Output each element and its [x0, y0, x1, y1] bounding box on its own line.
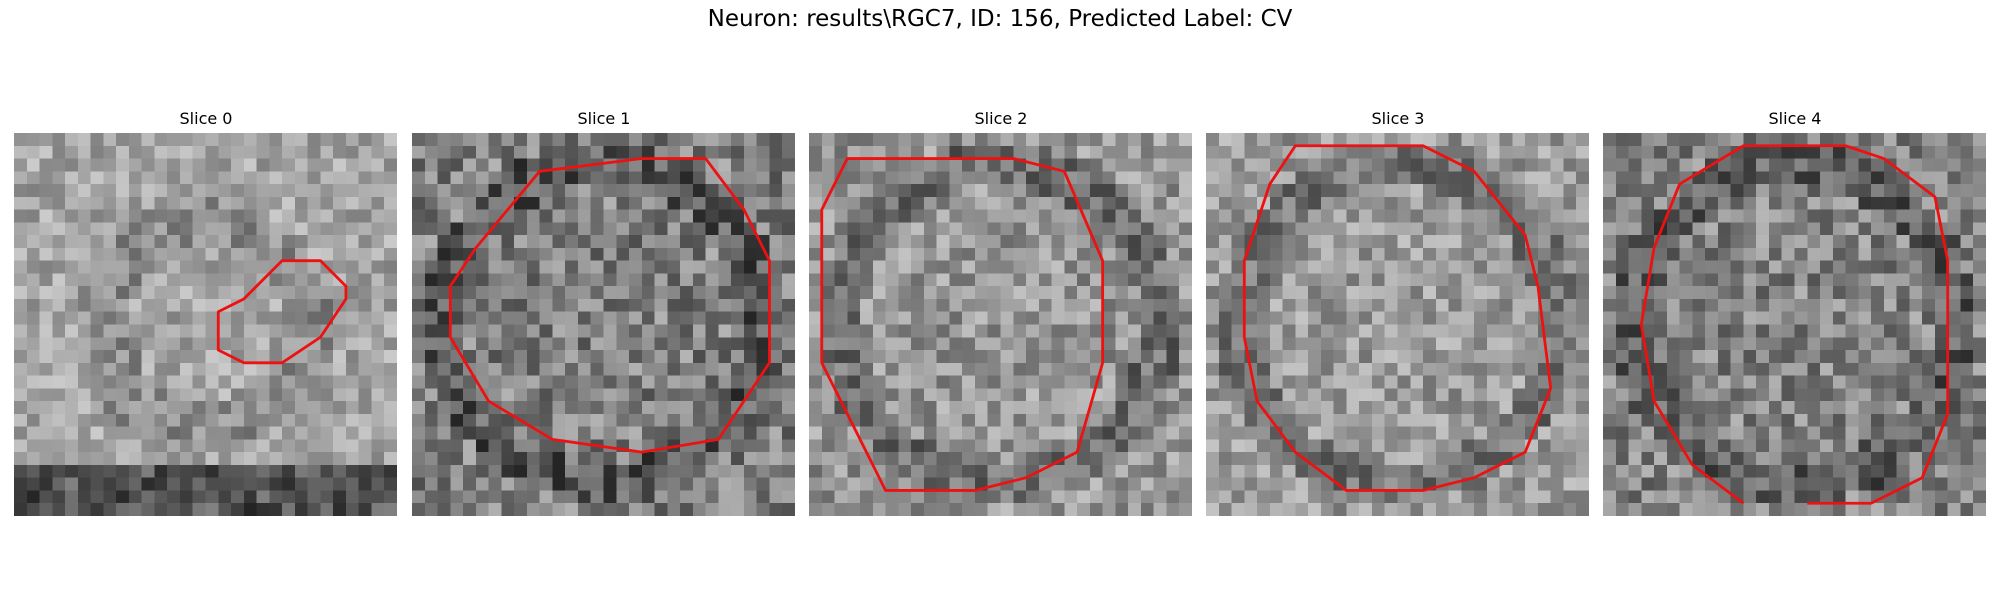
slice-3-title: Slice 3 [1371, 109, 1425, 128]
roi-contour [1639, 144, 1950, 505]
slice-4-image [1603, 133, 1986, 516]
slice-4-title: Slice 4 [1768, 109, 1822, 128]
slice-0-image [14, 133, 397, 516]
slice-2-title: Slice 2 [974, 109, 1028, 128]
roi-contour [820, 157, 1105, 492]
slice-2-image [809, 133, 1192, 516]
roi-contour [448, 157, 771, 454]
roi-contour [216, 259, 348, 365]
slice-1-title: Slice 1 [577, 109, 631, 128]
figure-title: Neuron: results\RGC7, ID: 156, Predicted… [707, 6, 1293, 32]
slice-3-image [1206, 133, 1589, 516]
slice-1-image [412, 133, 795, 516]
slice-0-title: Slice 0 [179, 109, 233, 128]
roi-contour [1242, 144, 1553, 492]
